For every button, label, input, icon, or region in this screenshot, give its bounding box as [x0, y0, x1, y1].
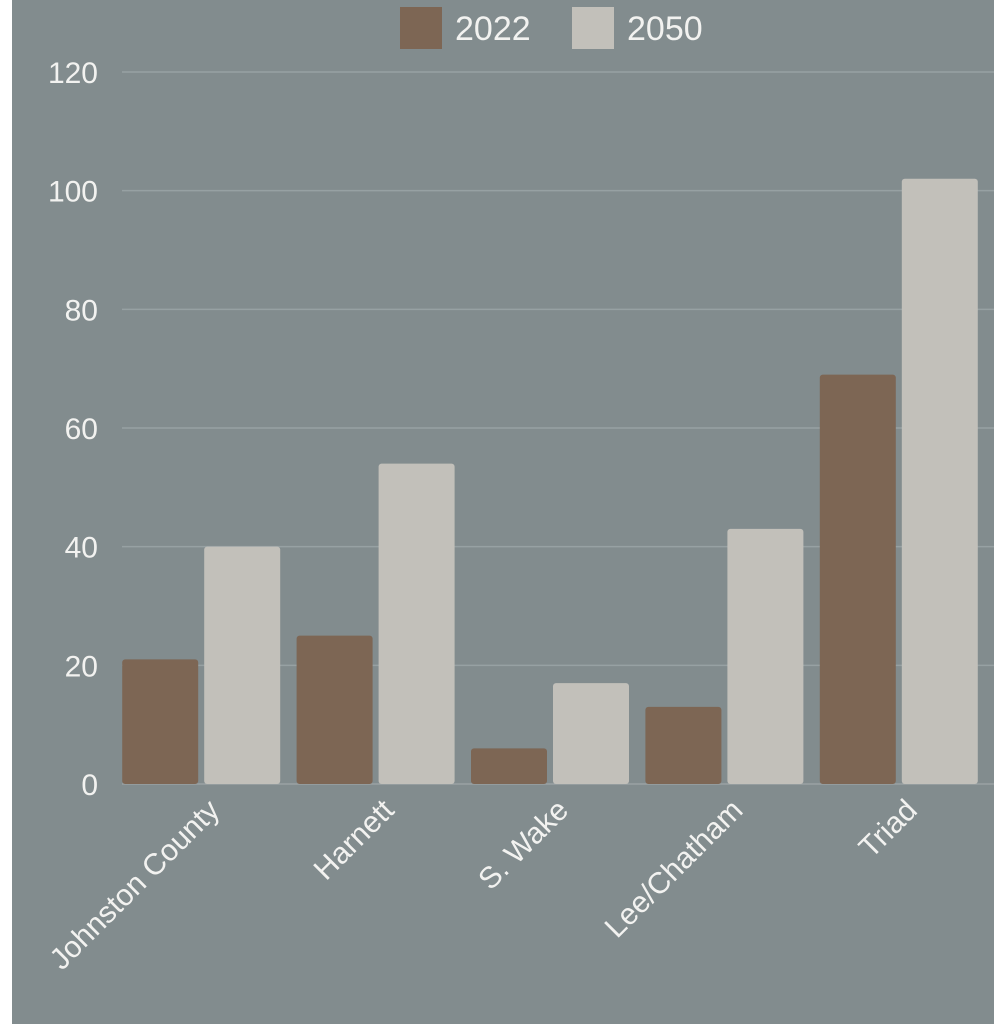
y-tick-label-40: 40: [65, 532, 98, 565]
bar-2050-s-wake: [553, 683, 629, 784]
bar-2022-s-wake: [471, 748, 547, 784]
x-tick-label-s-wake: S. Wake: [472, 794, 575, 897]
y-tick-label-100: 100: [48, 176, 98, 209]
bar-2022-lee-chatham: [645, 706, 722, 784]
y-tick-label-120: 120: [48, 57, 98, 90]
x-tick-label-harnett: Harnett: [308, 793, 401, 886]
bar-2050-johnston-county: [204, 546, 281, 784]
legend-swatch-2050: [572, 7, 614, 49]
bar-2022-harnett: [296, 635, 373, 784]
legend-label-2022: 2022: [455, 10, 531, 48]
y-tick-label-0: 0: [81, 769, 98, 802]
x-tick-label-johnston-county: Johnston County: [44, 794, 227, 977]
y-tick-label-60: 60: [65, 413, 98, 446]
bar-2022-triad: [819, 374, 896, 784]
y-tick-label-20: 20: [65, 650, 98, 683]
legend-label-2050: 2050: [627, 10, 703, 48]
legend-swatch-2022: [400, 7, 442, 49]
y-tick-label-80: 80: [65, 294, 98, 327]
x-tick-label-lee-chatham: Lee/Chatham: [599, 794, 750, 945]
bar-2050-triad: [901, 178, 978, 785]
bar-2050-lee-chatham: [727, 528, 804, 784]
bar-2050-harnett: [378, 463, 455, 784]
x-tick-label-triad: Triad: [853, 794, 924, 865]
bar-2022-johnston-county: [122, 659, 199, 784]
